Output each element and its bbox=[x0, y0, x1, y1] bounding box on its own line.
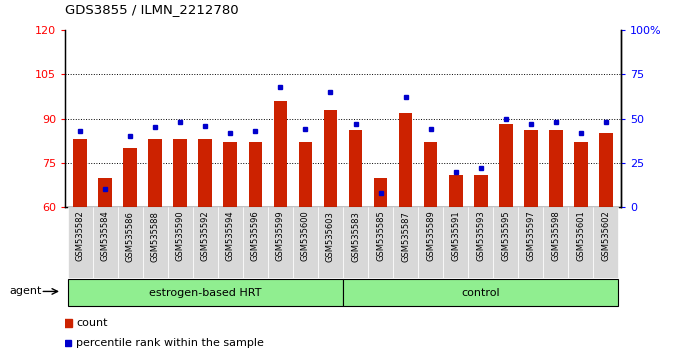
Bar bbox=[368, 207, 393, 278]
Text: GSM535595: GSM535595 bbox=[501, 211, 510, 261]
Text: GSM535584: GSM535584 bbox=[101, 211, 110, 261]
Bar bbox=[123, 148, 137, 207]
Bar bbox=[499, 125, 512, 207]
Bar bbox=[593, 207, 618, 278]
Bar bbox=[549, 130, 563, 207]
Bar bbox=[218, 207, 243, 278]
Text: estrogen-based HRT: estrogen-based HRT bbox=[149, 288, 261, 298]
Text: GSM535583: GSM535583 bbox=[351, 211, 360, 262]
Bar bbox=[418, 207, 443, 278]
Text: GSM535597: GSM535597 bbox=[526, 211, 535, 261]
Bar bbox=[98, 178, 112, 207]
Bar bbox=[543, 207, 568, 278]
Bar bbox=[493, 207, 518, 278]
Bar bbox=[393, 207, 418, 278]
Bar bbox=[443, 207, 468, 278]
Bar bbox=[274, 101, 287, 207]
Bar bbox=[193, 207, 218, 278]
Text: GSM535602: GSM535602 bbox=[602, 211, 611, 261]
Bar bbox=[568, 207, 593, 278]
Bar bbox=[298, 142, 312, 207]
Bar bbox=[318, 207, 343, 278]
Text: GSM535593: GSM535593 bbox=[476, 211, 485, 261]
Bar bbox=[524, 130, 538, 207]
Bar bbox=[343, 279, 618, 307]
Bar bbox=[424, 142, 438, 207]
Bar bbox=[599, 133, 613, 207]
Bar bbox=[73, 139, 87, 207]
Bar bbox=[268, 207, 293, 278]
Text: GSM535589: GSM535589 bbox=[426, 211, 435, 261]
Text: control: control bbox=[462, 288, 500, 298]
Text: GSM535594: GSM535594 bbox=[226, 211, 235, 261]
Bar bbox=[148, 139, 162, 207]
Text: GSM535603: GSM535603 bbox=[326, 211, 335, 262]
Bar bbox=[399, 113, 412, 207]
Bar bbox=[224, 142, 237, 207]
Text: count: count bbox=[76, 318, 108, 329]
Bar bbox=[68, 279, 343, 307]
Bar bbox=[449, 175, 462, 207]
Text: percentile rank within the sample: percentile rank within the sample bbox=[76, 338, 264, 348]
Bar bbox=[68, 207, 93, 278]
Text: GSM535596: GSM535596 bbox=[251, 211, 260, 261]
Text: GSM535592: GSM535592 bbox=[201, 211, 210, 261]
Bar bbox=[343, 207, 368, 278]
Bar bbox=[143, 207, 168, 278]
Bar bbox=[324, 110, 338, 207]
Text: GSM535588: GSM535588 bbox=[151, 211, 160, 262]
Bar bbox=[168, 207, 193, 278]
Bar bbox=[198, 139, 212, 207]
Text: GSM535585: GSM535585 bbox=[376, 211, 385, 261]
Text: GDS3855 / ILMN_2212780: GDS3855 / ILMN_2212780 bbox=[65, 3, 239, 16]
Text: GSM535590: GSM535590 bbox=[176, 211, 185, 261]
Text: GSM535586: GSM535586 bbox=[126, 211, 134, 262]
Bar bbox=[468, 207, 493, 278]
Text: GSM535601: GSM535601 bbox=[576, 211, 585, 261]
Bar bbox=[243, 207, 268, 278]
Bar bbox=[574, 142, 588, 207]
Bar bbox=[248, 142, 262, 207]
Bar bbox=[293, 207, 318, 278]
Text: GSM535591: GSM535591 bbox=[451, 211, 460, 261]
Text: GSM535582: GSM535582 bbox=[75, 211, 84, 261]
Text: GSM535599: GSM535599 bbox=[276, 211, 285, 261]
Bar bbox=[93, 207, 118, 278]
Text: GSM535587: GSM535587 bbox=[401, 211, 410, 262]
Bar bbox=[174, 139, 187, 207]
Text: agent: agent bbox=[10, 286, 42, 296]
Bar bbox=[348, 130, 362, 207]
Bar bbox=[118, 207, 143, 278]
Bar bbox=[474, 175, 488, 207]
Text: GSM535600: GSM535600 bbox=[301, 211, 310, 261]
Bar bbox=[518, 207, 543, 278]
Text: GSM535598: GSM535598 bbox=[552, 211, 560, 261]
Bar bbox=[374, 178, 388, 207]
